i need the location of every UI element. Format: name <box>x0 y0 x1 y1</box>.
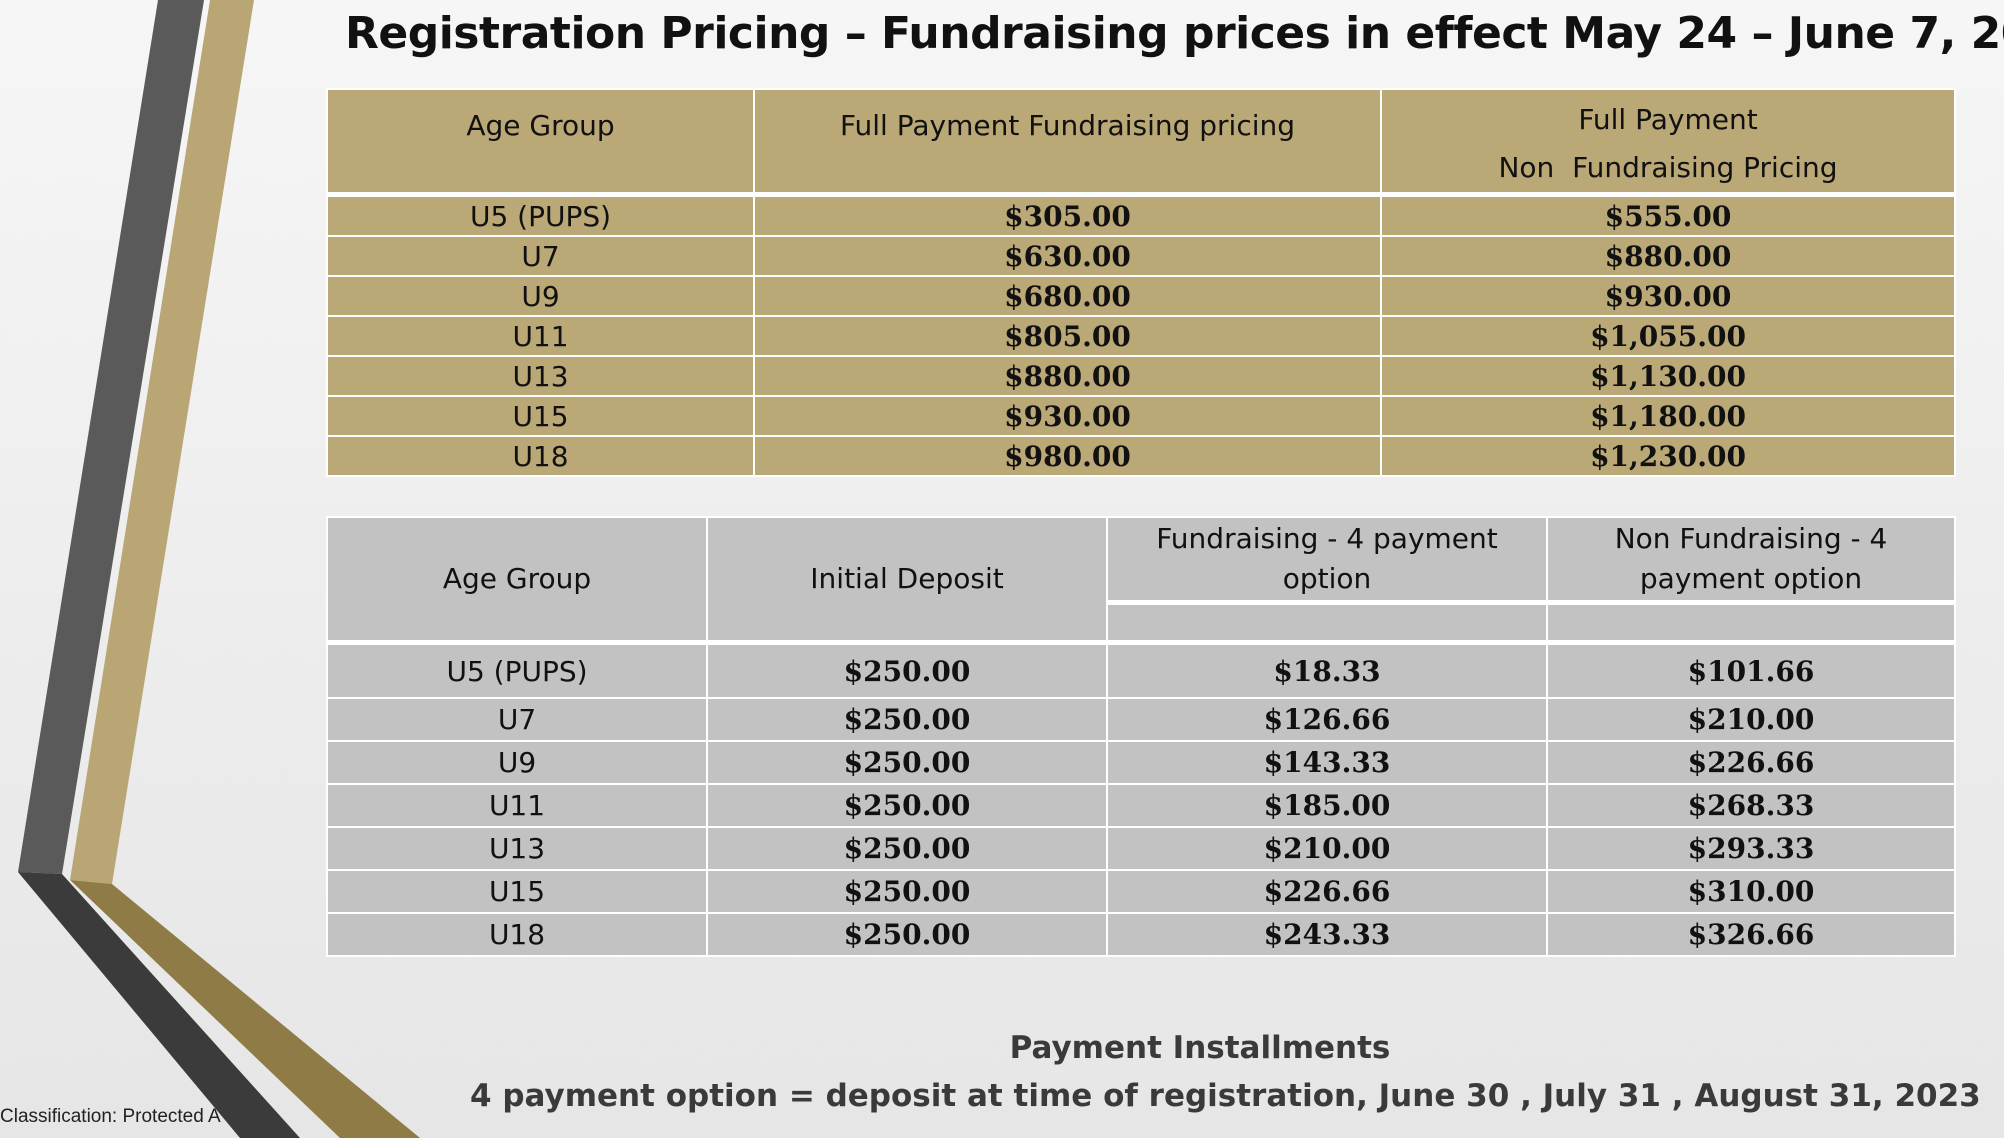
price-cell: $126.66 <box>1106 697 1548 742</box>
price-cell: $326.66 <box>1546 912 1956 957</box>
dark-stripe-upper <box>18 0 204 874</box>
table-row: U9 $680.00 $930.00 <box>326 275 1956 317</box>
price-cell: $18.33 <box>1106 640 1548 699</box>
classification-label: Classification: Protected A <box>0 1106 221 1127</box>
price-cell: $980.00 <box>753 435 1382 477</box>
table-row: U15 $250.00 $226.66 $310.00 <box>326 869 1956 914</box>
table-row: U18 $980.00 $1,230.00 <box>326 435 1956 477</box>
table-row: U7 $630.00 $880.00 <box>326 235 1956 277</box>
table-row: U5 (PUPS) $305.00 $555.00 <box>326 193 1956 237</box>
header-fundraising-4-payment: Fundraising - 4 payment option <box>1106 516 1548 644</box>
price-cell: $143.33 <box>1106 740 1548 785</box>
price-cell: $930.00 <box>753 395 1382 437</box>
full-payment-pricing-table: Age Group Full Payment Fundraising prici… <box>326 88 1956 477</box>
header-full-payment-fundraising: Full Payment Fundraising pricing <box>753 88 1382 197</box>
price-cell: $226.66 <box>1106 869 1548 914</box>
gold-stripe-lower <box>70 880 420 1138</box>
price-cell: $250.00 <box>706 869 1108 914</box>
price-cell: $1,180.00 <box>1380 395 1956 437</box>
age-group-cell: U11 <box>326 315 755 357</box>
price-cell: $268.33 <box>1546 783 1956 828</box>
price-cell: $250.00 <box>706 740 1108 785</box>
price-cell: $250.00 <box>706 912 1108 957</box>
age-group-cell: U7 <box>326 235 755 277</box>
table-row: U7 $250.00 $126.66 $210.00 <box>326 697 1956 742</box>
price-cell: $250.00 <box>706 783 1108 828</box>
table-row: U13 $880.00 $1,130.00 <box>326 355 1956 397</box>
installments-text: 4 payment option = deposit at time of re… <box>470 1078 1981 1114</box>
header-initial-deposit: Initial Deposit <box>706 516 1108 644</box>
price-cell: $293.33 <box>1546 826 1956 871</box>
price-cell: $101.66 <box>1546 640 1956 699</box>
age-group-cell: U5 (PUPS) <box>326 640 708 699</box>
price-cell: $250.00 <box>706 640 1108 699</box>
table-header-row: Age Group Initial Deposit Fundraising - … <box>326 516 1956 644</box>
age-group-cell: U11 <box>326 783 708 828</box>
header-full-payment-non-fundraising: Full Payment Non Fundraising Pricing <box>1380 88 1956 197</box>
age-group-cell: U9 <box>326 275 755 317</box>
age-group-cell: U18 <box>326 435 755 477</box>
table-row: U13 $250.00 $210.00 $293.33 <box>326 826 1956 871</box>
header-full-payment-label: Full Payment <box>1578 103 1758 136</box>
price-cell: $880.00 <box>753 355 1382 397</box>
table-row: U15 $930.00 $1,180.00 <box>326 395 1956 437</box>
price-cell: $185.00 <box>1106 783 1548 828</box>
table-row: U5 (PUPS) $250.00 $18.33 $101.66 <box>326 640 1956 699</box>
age-group-cell: U15 <box>326 869 708 914</box>
price-cell: $1,130.00 <box>1380 355 1956 397</box>
dark-stripe-lower <box>18 872 300 1138</box>
table-header-row: Age Group Full Payment Fundraising prici… <box>326 88 1956 197</box>
table-row: U18 $250.00 $243.33 $326.66 <box>326 912 1956 957</box>
header-age-group: Age Group <box>326 88 755 197</box>
price-cell: $555.00 <box>1380 193 1956 237</box>
price-cell: $226.66 <box>1546 740 1956 785</box>
table-row: U11 $250.00 $185.00 $268.33 <box>326 783 1956 828</box>
price-cell: $1,230.00 <box>1380 435 1956 477</box>
table-row: U9 $250.00 $143.33 $226.66 <box>326 740 1956 785</box>
price-cell: $250.00 <box>706 826 1108 871</box>
age-group-cell: U5 (PUPS) <box>326 193 755 237</box>
gold-stripe-upper <box>70 0 254 884</box>
price-cell: $930.00 <box>1380 275 1956 317</box>
installments-title: Payment Installments <box>1009 1030 1391 1066</box>
age-group-cell: U15 <box>326 395 755 437</box>
header-age-group: Age Group <box>326 516 708 644</box>
header-non-fundraising-4-payment: Non Fundraising - 4 payment option <box>1546 516 1956 644</box>
age-group-cell: U13 <box>326 355 755 397</box>
age-group-cell: U18 <box>326 912 708 957</box>
age-group-cell: U7 <box>326 697 708 742</box>
table-row: U11 $805.00 $1,055.00 <box>326 315 1956 357</box>
price-cell: $210.00 <box>1546 697 1956 742</box>
price-cell: $880.00 <box>1380 235 1956 277</box>
price-cell: $210.00 <box>1106 826 1548 871</box>
price-cell: $250.00 <box>706 697 1108 742</box>
installment-pricing-table: Age Group Initial Deposit Fundraising - … <box>326 516 1956 957</box>
header-non-fundraising-label: Non Fundraising Pricing <box>1498 151 1838 184</box>
price-cell: $243.33 <box>1106 912 1548 957</box>
page-title: Registration Pricing – Fundraising price… <box>345 8 2004 59</box>
price-cell: $1,055.00 <box>1380 315 1956 357</box>
age-group-cell: U13 <box>326 826 708 871</box>
price-cell: $630.00 <box>753 235 1382 277</box>
age-group-cell: U9 <box>326 740 708 785</box>
price-cell: $680.00 <box>753 275 1382 317</box>
price-cell: $310.00 <box>1546 869 1956 914</box>
price-cell: $805.00 <box>753 315 1382 357</box>
price-cell: $305.00 <box>753 193 1382 237</box>
